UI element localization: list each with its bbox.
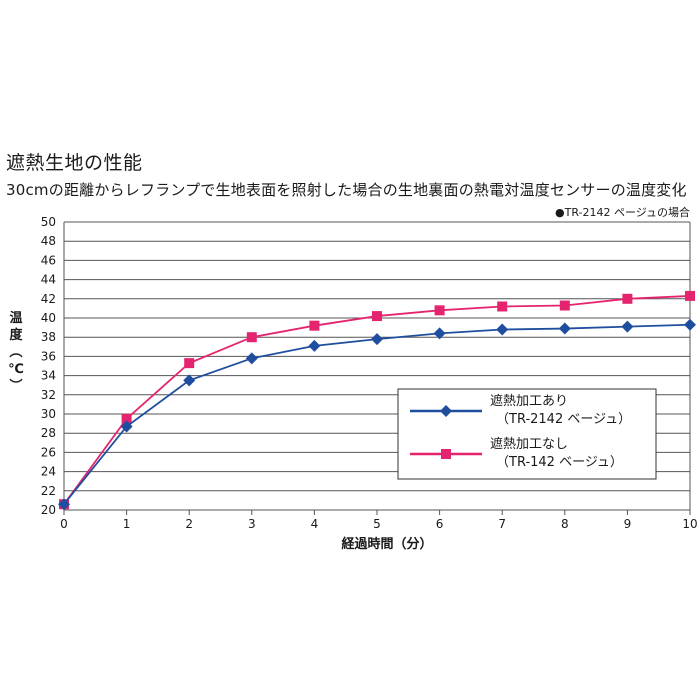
- y-tick-label: 24: [41, 465, 56, 479]
- legend-marker-1: [441, 449, 451, 459]
- data-point-0: [558, 322, 571, 335]
- x-tick-label: 1: [123, 517, 131, 531]
- y-tick-label: 36: [41, 349, 56, 363]
- x-tick-label: 3: [248, 517, 256, 531]
- y-tick-label: 34: [41, 369, 56, 383]
- data-point-1: [184, 358, 195, 369]
- y-tick-label: 28: [41, 426, 56, 440]
- y-axis-label-char: 温: [9, 311, 22, 326]
- y-tick-label: 50: [41, 215, 56, 229]
- y-tick-label: 38: [41, 330, 56, 344]
- y-tick-label: 32: [41, 388, 56, 402]
- y-axis-label-char: ℃: [8, 362, 24, 377]
- data-point-0: [433, 327, 446, 340]
- y-tick-label: 48: [41, 234, 56, 248]
- data-point-1: [309, 320, 320, 331]
- y-axis-label-char: ︶: [8, 378, 22, 394]
- x-tick-label: 9: [624, 517, 632, 531]
- chart-note: ●TR-2142 ページュの場合: [555, 205, 690, 219]
- page-title: 遮熱生地の性能: [6, 152, 143, 174]
- x-tick-label: 7: [498, 517, 506, 531]
- data-point-0: [684, 318, 696, 331]
- data-point-1: [685, 290, 695, 301]
- x-axis-label: 経過時間（分）: [341, 536, 432, 552]
- y-tick-label: 44: [41, 273, 56, 287]
- x-tick-label: 8: [561, 517, 569, 531]
- y-tick-label: 42: [41, 292, 56, 306]
- x-tick-label: 4: [311, 517, 319, 531]
- data-point-1: [121, 413, 132, 424]
- y-axis-label-char: 度: [9, 327, 23, 343]
- data-point-0: [245, 352, 258, 365]
- x-tick-label: 10: [682, 517, 697, 531]
- y-tick-label: 22: [41, 484, 56, 498]
- data-point-0: [308, 339, 321, 352]
- data-point-1: [246, 332, 257, 343]
- data-point-1: [497, 301, 508, 312]
- legend: 遮熱加工あり （TR-2142 ベージュ） 遮熱加工なし （TR-142 ベージュ）: [397, 388, 657, 480]
- x-tick-label: 5: [373, 517, 381, 531]
- y-tick-label: 26: [41, 445, 56, 459]
- y-tick-label: 40: [41, 311, 56, 325]
- series: [58, 290, 696, 511]
- data-point-1: [434, 305, 445, 316]
- y-axis-label-char: ︵: [8, 345, 22, 360]
- x-tick-label: 0: [60, 517, 68, 531]
- x-tick-label: 6: [436, 517, 444, 531]
- data-point-1: [559, 300, 570, 311]
- axis-labels: 経過時間（分） 温度 ︵ ℃︶: [8, 311, 432, 552]
- data-point-0: [621, 320, 634, 333]
- x-tick-label: 2: [185, 517, 193, 531]
- page-subtitle: 30cmの距離からレフランプで生地表面を照射した場合の生地裏面の熱電対温度センサ…: [6, 181, 687, 199]
- data-point-0: [371, 333, 383, 346]
- y-tick-label: 30: [41, 407, 56, 421]
- legend-label-1: 遮熱加工なし: [490, 436, 568, 452]
- y-tick-label: 46: [41, 253, 56, 267]
- data-point-0: [58, 498, 70, 511]
- legend-box: [397, 388, 657, 480]
- legend-sublabel-0: （TR-2142 ベージュ）: [496, 412, 631, 427]
- data-point-0: [120, 420, 133, 433]
- y-tick-label: 20: [41, 503, 56, 517]
- legend-label-0: 遮熱加工あり: [490, 393, 568, 409]
- data-point-0: [183, 374, 196, 387]
- data-point-0: [496, 323, 509, 336]
- data-point-1: [622, 293, 633, 304]
- legend-marker-0: [440, 405, 452, 417]
- legend-sublabel-1: （TR-142 ベージュ）: [496, 455, 623, 470]
- data-point-1: [372, 311, 382, 322]
